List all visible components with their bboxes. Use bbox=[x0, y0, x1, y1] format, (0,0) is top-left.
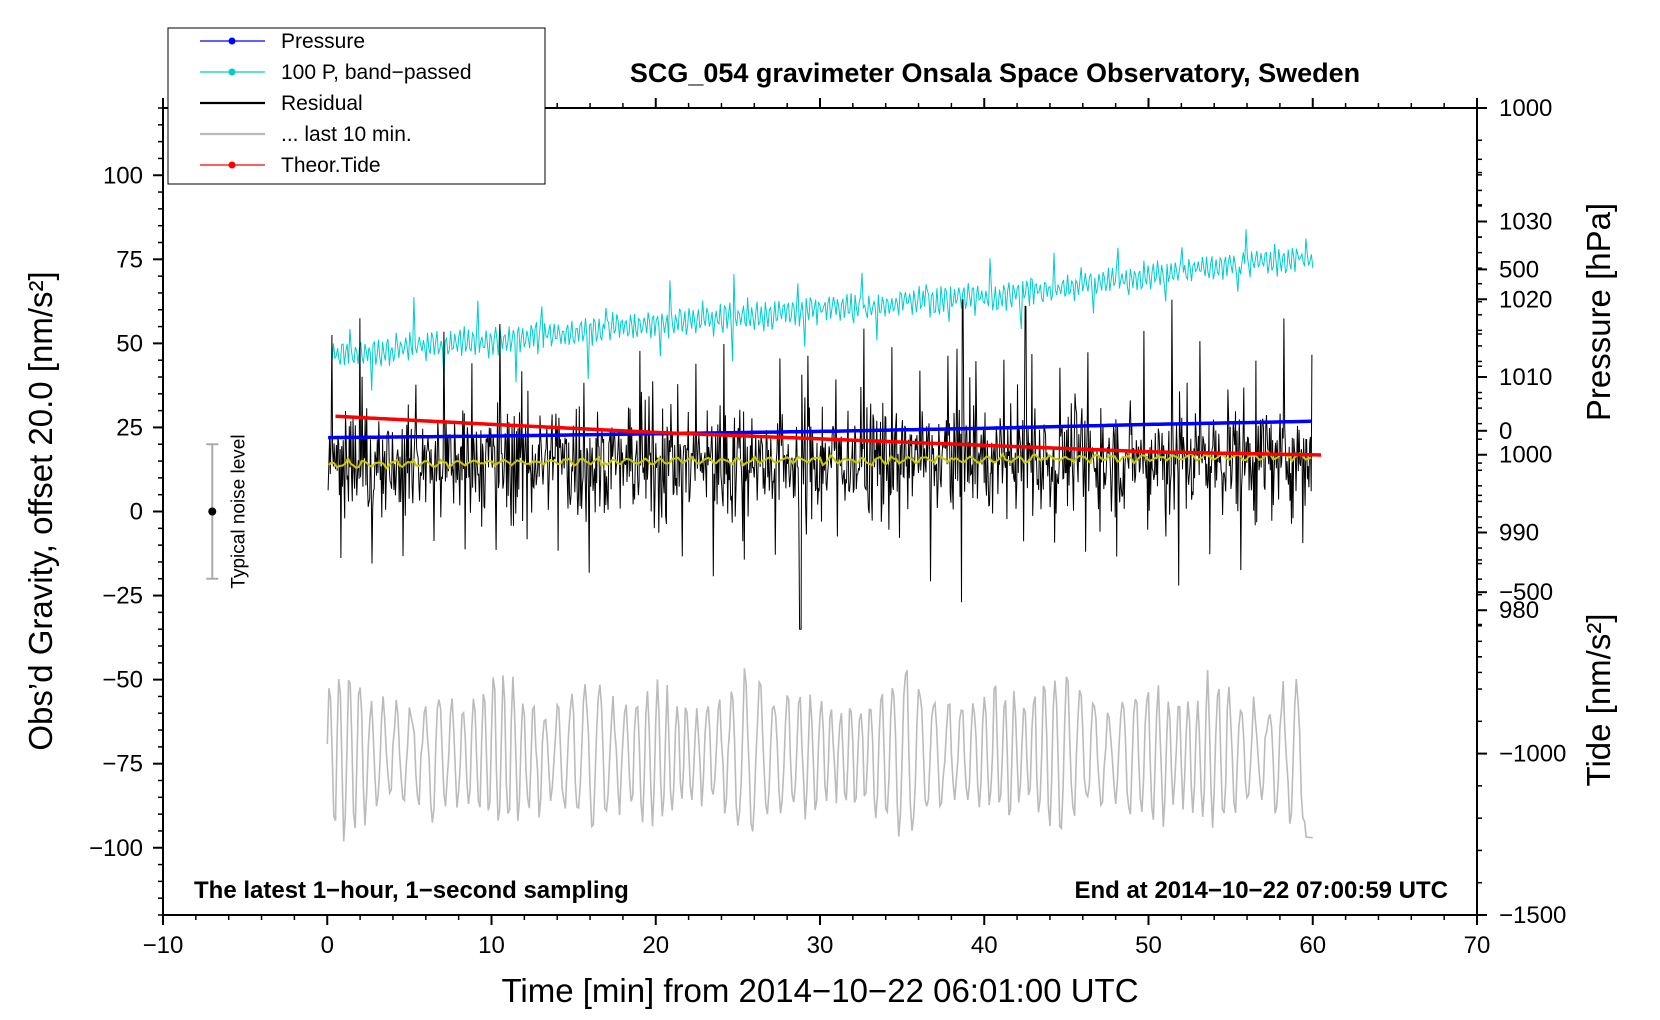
y-tick-label: −50 bbox=[102, 667, 143, 694]
legend-box bbox=[167, 27, 546, 185]
series-theoretical-tide bbox=[335, 414, 1322, 457]
pressure-tick-label: 1020 bbox=[1499, 286, 1552, 313]
legend-label: ... last 10 min. bbox=[281, 123, 412, 146]
noise-bar-dot bbox=[208, 507, 217, 516]
y-tick-label: −25 bbox=[102, 583, 143, 610]
x-axis-label: Time [min] from 2014−10−22 06:01:00 UTC bbox=[501, 972, 1138, 1009]
pressure-tick-label: 980 bbox=[1499, 597, 1539, 624]
legend: Pressure 100 P, band−passed Residual ... la… bbox=[167, 27, 546, 185]
y-tick-label: −100 bbox=[89, 835, 143, 862]
y-axis-label-left: Obs’d Gravity, offset 20.0 [nm/s²] bbox=[22, 271, 59, 750]
y-tick-label: 0 bbox=[130, 499, 143, 526]
x-tick-label: 70 bbox=[1464, 932, 1491, 959]
legend-label: Pressure bbox=[281, 30, 365, 53]
annotation-end-time: End at 2014−10−22 07:00:59 UTC bbox=[1074, 877, 1448, 904]
x-tick-label: 10 bbox=[478, 932, 505, 959]
x-tick-label: 40 bbox=[971, 932, 998, 959]
noise-bar: Typical noise level bbox=[206, 434, 249, 589]
series-last-10-min bbox=[326, 668, 1313, 842]
pressure-tick-label: 1000 bbox=[1499, 442, 1552, 469]
x-tick-label: 60 bbox=[1299, 932, 1326, 959]
pressure-tick-label: 990 bbox=[1499, 519, 1539, 546]
legend-marker bbox=[228, 68, 236, 76]
y-tick-label: 25 bbox=[116, 414, 143, 441]
legend-marker bbox=[228, 37, 236, 45]
plot-frame bbox=[162, 107, 1478, 916]
noise-bar-label: Typical noise level bbox=[228, 434, 249, 588]
tide-tick-label: −500 bbox=[1499, 579, 1553, 606]
legend-label: Theor.Tide bbox=[281, 154, 381, 177]
series-pressure bbox=[328, 419, 1312, 440]
series-group bbox=[326, 229, 1322, 842]
tide-tick-label: 1000 bbox=[1499, 95, 1552, 122]
pressure-tick-label: 1010 bbox=[1499, 364, 1552, 391]
y-tick-label: 50 bbox=[116, 330, 143, 357]
y-tick-label: −75 bbox=[102, 751, 143, 778]
y-tick-label: 100 bbox=[103, 162, 143, 189]
y-tick-label: 75 bbox=[116, 246, 143, 273]
series-residual-smoothed bbox=[328, 449, 1312, 470]
x-tick-label: 50 bbox=[1135, 932, 1162, 959]
legend-label: Residual bbox=[281, 92, 363, 115]
tide-tick-label: 500 bbox=[1499, 256, 1539, 283]
x-tick-label: −10 bbox=[143, 932, 184, 959]
y-axis-label-pressure: Pressure [hPa] bbox=[1580, 203, 1617, 421]
tide-tick-label: −1000 bbox=[1499, 741, 1566, 768]
x-tick-label: 20 bbox=[642, 932, 669, 959]
x-ticks: −10 0 10 20 30 40 50 60 70 bbox=[143, 98, 1491, 959]
tide-tick-label: 0 bbox=[1499, 418, 1512, 445]
tide-tick-label: −1500 bbox=[1499, 902, 1566, 929]
legend-label: 100 P, band−passed bbox=[281, 61, 472, 84]
chart-title: SCG_054 gravimeter Onsala Space Observat… bbox=[630, 58, 1360, 88]
annotation-latest-hour: The latest 1−hour, 1−second sampling bbox=[194, 877, 629, 904]
pressure-ticks: 980 990 1000 1010 1020 1030 bbox=[1477, 158, 1552, 674]
x-tick-label: 30 bbox=[807, 932, 834, 959]
series-residual bbox=[327, 299, 1313, 630]
legend-marker bbox=[228, 161, 236, 169]
x-tick-label: 0 bbox=[321, 932, 334, 959]
pressure-tick-label: 1030 bbox=[1499, 209, 1552, 236]
y-axis-label-tide: Tide [nm/s²] bbox=[1580, 614, 1617, 787]
y-ticks: −100 −75 −50 −25 0 25 50 75 100 bbox=[89, 107, 163, 916]
tide-ticks: −1500 −1000 −500 0 500 1000 bbox=[1477, 95, 1566, 929]
series-band-passed-pressure bbox=[331, 229, 1314, 391]
